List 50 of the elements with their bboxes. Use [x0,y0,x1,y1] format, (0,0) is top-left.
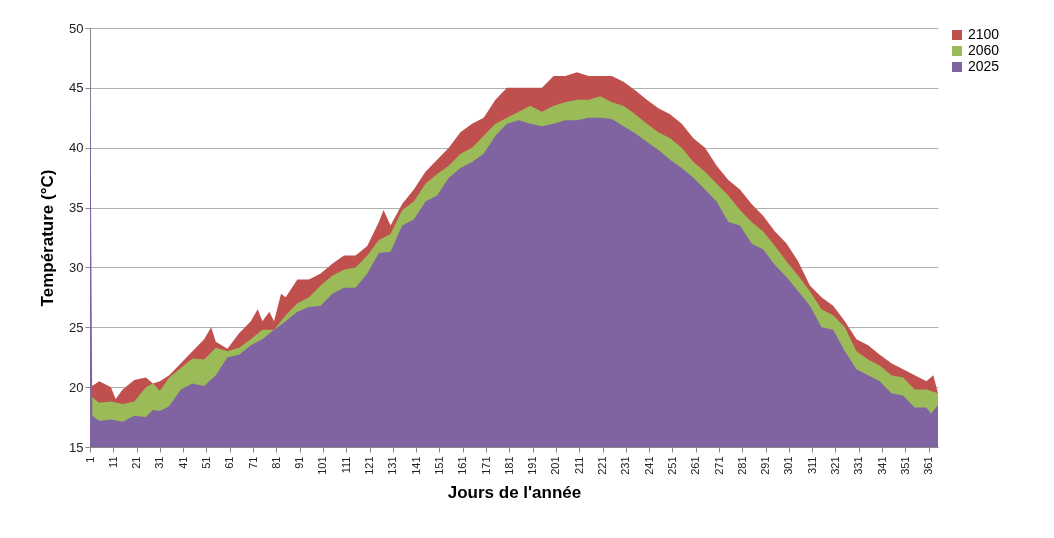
x-tick-label: 121 [363,456,376,475]
x-tick-label: 51 [199,456,212,469]
x-tick-label: 321 [828,456,841,475]
legend-label: 2100 [968,26,1000,42]
y-tick-label: 40 [69,140,84,156]
x-tick-label: 201 [549,456,562,475]
x-tick-label: 21 [130,456,143,469]
x-tick-label: 101 [316,456,329,475]
x-tick-label: 241 [642,456,655,475]
x-tick-label: 161 [456,456,469,475]
x-tick-label: 211 [572,456,585,475]
x-tick-label: 1 [83,456,96,463]
x-tick-label: 181 [502,456,515,475]
x-tick-label: 31 [153,456,166,469]
x-tick-label: 91 [293,456,306,469]
x-tick-label: 221 [596,456,609,475]
x-tick-label: 311 [805,456,818,475]
x-tick-label: 111 [339,456,352,474]
x-tick-label: 291 [759,456,772,475]
x-tick-label: 331 [852,456,865,475]
x-tick-label: 61 [223,456,236,469]
x-tick-label: 81 [269,456,282,469]
x-tick-label: 301 [782,456,795,475]
y-tick-label: 35 [69,200,84,216]
x-tick-label: 151 [432,456,445,475]
x-tick-label: 351 [898,456,911,475]
x-tick-label: 141 [409,456,422,475]
x-tick-label: 191 [526,456,539,475]
x-tick-label: 271 [712,456,725,475]
x-axis-title: Jours de l'année [447,482,582,502]
y-tick-label: 45 [69,80,84,96]
x-tick-label: 251 [665,456,678,475]
x-tick-label: 71 [246,456,259,469]
y-tick-label: 15 [69,439,84,455]
x-tick-label: 231 [619,456,632,475]
y-axis-title: Température (°C) [38,169,58,307]
x-tick-label: 361 [922,456,935,475]
x-tick-label: 341 [875,456,888,475]
x-tick-label: 11 [106,456,119,468]
x-tick-label: 171 [479,456,492,475]
x-tick-label: 281 [735,456,748,475]
y-tick-label: 25 [69,319,84,335]
y-tick-label: 30 [69,259,84,275]
x-tick-label: 131 [386,456,399,475]
y-tick-label: 20 [69,379,84,395]
y-tick-label: 50 [69,20,84,36]
legend-label: 2025 [968,58,1000,74]
legend-label: 2060 [968,42,1000,58]
x-tick-label: 41 [176,456,189,469]
x-tick-label: 261 [689,456,702,475]
